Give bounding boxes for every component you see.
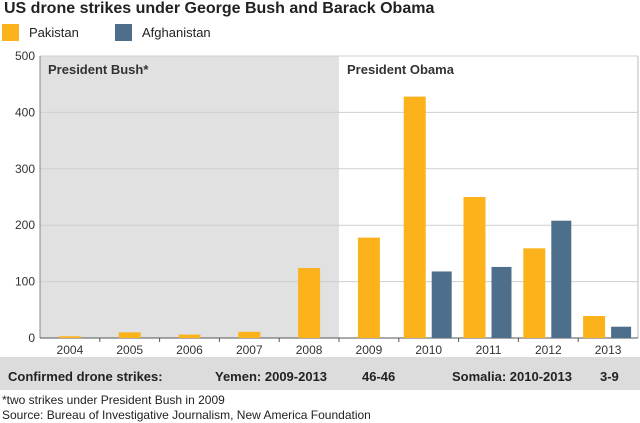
legend-label-pakistan: Pakistan	[29, 25, 79, 40]
somalia-label: Somalia: 2010-2013	[452, 369, 572, 384]
bar-pakistan	[583, 316, 606, 338]
bar-afghanistan	[551, 220, 572, 338]
y-tick-label: 300	[15, 162, 35, 176]
bar-afghanistan	[611, 326, 632, 338]
legend-label-afghanistan: Afghanistan	[142, 25, 211, 40]
bar-pakistan	[178, 334, 201, 338]
bar-pakistan	[58, 336, 81, 338]
x-tick-label: 2012	[535, 343, 562, 357]
footnote: *two strikes under President Bush in 200…	[2, 393, 225, 407]
bar-afghanistan	[431, 271, 452, 338]
bar-pakistan	[357, 237, 380, 338]
yemen-range: 46-46	[362, 369, 396, 384]
x-tick-label: 2013	[595, 343, 622, 357]
confirmed-strikes-band: Confirmed drone strikes: Yemen: 2009-201…	[0, 357, 640, 390]
y-tick-label: 500	[15, 49, 35, 63]
bar-pakistan	[463, 197, 486, 338]
bar-afghanistan	[491, 266, 512, 338]
y-tick-label: 200	[15, 218, 35, 232]
bar-chart: 0 100 200 300 400 500 2004 2005 2006 2007 2008 2009…	[15, 49, 639, 357]
chart-title: US drone strikes under George Bush and B…	[4, 0, 435, 17]
x-tick-label: 2011	[476, 343, 502, 357]
region-label-bush: President Bush*	[48, 62, 149, 77]
region-label-obama: President Obama	[347, 62, 455, 77]
bar-pakistan	[118, 332, 141, 338]
legend-swatch-pakistan	[2, 24, 19, 41]
x-tick-label: 2010	[415, 343, 442, 357]
confirmed-strikes-label: Confirmed drone strikes:	[8, 369, 163, 384]
bar-pakistan	[238, 331, 261, 338]
x-tick-label: 2007	[236, 343, 263, 357]
somalia-range: 3-9	[600, 369, 619, 384]
bar-pakistan	[403, 96, 426, 338]
legend-swatch-afghanistan	[115, 24, 132, 41]
x-tick-label: 2006	[176, 343, 203, 357]
y-tick-label: 0	[28, 331, 35, 345]
region-bush	[40, 56, 339, 338]
x-tick-label: 2008	[296, 343, 323, 357]
bar-pakistan	[298, 268, 321, 338]
y-tick-label: 100	[15, 275, 35, 289]
x-tick-label: 2005	[116, 343, 143, 357]
x-tick-label: 2004	[57, 343, 84, 357]
region-obama	[339, 56, 638, 338]
x-tick-label: 2009	[356, 343, 383, 357]
yemen-label: Yemen: 2009-2013	[215, 369, 328, 384]
source-note: Source: Bureau of Investigative Journali…	[2, 408, 371, 422]
y-tick-label: 400	[15, 105, 35, 119]
bar-pakistan	[523, 248, 546, 338]
